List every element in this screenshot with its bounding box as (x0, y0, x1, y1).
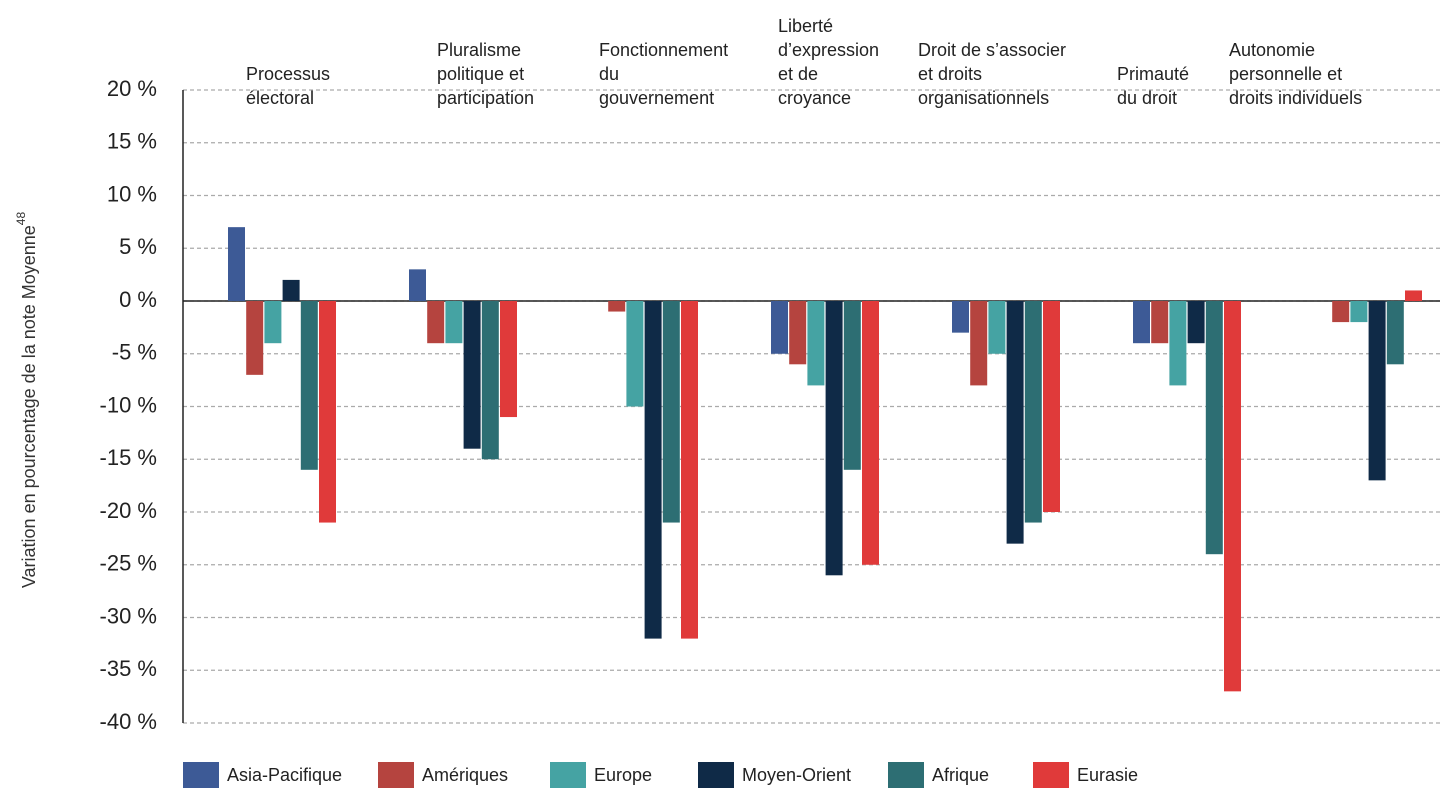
bar (1386, 301, 1404, 365)
bar (500, 301, 517, 418)
bar (843, 301, 861, 470)
bar (970, 301, 988, 386)
bar (626, 301, 644, 407)
legend-label: Eurasie (1077, 765, 1138, 785)
legend-label: Amériques (422, 765, 508, 785)
category-label: Processus électoral (246, 64, 330, 108)
legend-swatch (550, 762, 586, 788)
category-label-line: Pluralisme (437, 40, 521, 60)
bar (1043, 301, 1060, 512)
bar (463, 301, 481, 449)
legend-swatch (698, 762, 734, 788)
y-tick-label: -30 % (100, 603, 157, 628)
bar (300, 301, 318, 470)
bar (807, 301, 825, 386)
bar (644, 301, 662, 639)
bar (988, 301, 1006, 354)
category-label-line: droits individuels (1229, 88, 1362, 108)
bar (1405, 290, 1422, 301)
y-axis-label-sup: 48 (14, 212, 28, 226)
bar (445, 301, 463, 344)
category-label-line: du droit (1117, 88, 1177, 108)
category-label: Primauté du droit (1117, 64, 1189, 108)
category-label-line: gouvernement (599, 88, 714, 108)
bar (1350, 301, 1368, 323)
legend-swatch (378, 762, 414, 788)
bar (789, 301, 807, 365)
bar (1169, 301, 1187, 386)
bar (319, 301, 336, 523)
legend-label: Afrique (932, 765, 989, 785)
bar (952, 301, 969, 333)
bar (1205, 301, 1223, 555)
category-label-line: participation (437, 88, 534, 108)
category-label-line: Liberté (778, 16, 833, 36)
bar (862, 301, 879, 565)
bar (825, 301, 843, 576)
y-tick-label: -5 % (112, 340, 157, 365)
bar (481, 301, 499, 460)
y-tick-label: -40 % (100, 709, 157, 734)
y-axis-label-text: Variation en pourcentage de la note Moye… (19, 225, 39, 588)
category-label: Fonctionnement du gouvernement (599, 40, 728, 108)
legend-label: Europe (594, 765, 652, 785)
bar (1006, 301, 1024, 544)
bar (608, 301, 626, 312)
bar (1368, 301, 1386, 481)
y-tick-label: -10 % (100, 392, 157, 417)
category-label-line: et de (778, 64, 818, 84)
category-label-line: électoral (246, 88, 314, 108)
bar (228, 227, 245, 301)
category-label: Liberté d’expression et de croyance (778, 16, 879, 108)
bar (662, 301, 680, 523)
category-label-line: et droits (918, 64, 982, 84)
y-tick-label: 15 % (107, 129, 157, 154)
bar (1024, 301, 1042, 523)
category-label-line: personnelle et (1229, 64, 1342, 84)
category-label: Pluralisme politique et participation (437, 40, 534, 108)
bar (1224, 301, 1241, 692)
y-tick-label: 5 % (119, 234, 157, 259)
y-tick-label: -35 % (100, 656, 157, 681)
y-tick-label: 20 % (107, 76, 157, 101)
category-label-line: Droit de s’associer (918, 40, 1066, 60)
bar (1133, 301, 1150, 344)
legend-swatch (183, 762, 219, 788)
category-label-line: d’expression (778, 40, 879, 60)
bar (282, 279, 300, 301)
category-label-line: Primauté (1117, 64, 1189, 84)
bar (409, 269, 426, 301)
bar (246, 301, 264, 375)
bar (1151, 301, 1169, 344)
legend-swatch (1033, 762, 1069, 788)
legend-label: Asia-Pacifique (227, 765, 342, 785)
bar (427, 301, 445, 344)
category-label-line: politique et (437, 64, 524, 84)
category-label-line: du (599, 64, 619, 84)
y-tick-label: -25 % (100, 551, 157, 576)
bar (264, 301, 282, 344)
y-tick-label: 10 % (107, 181, 157, 206)
bar (1332, 301, 1350, 323)
legend-swatch (888, 762, 924, 788)
category-label-line: Processus (246, 64, 330, 84)
y-tick-label: 0 % (119, 287, 157, 312)
category-label: Autonomie personnelle et droits individuel… (1229, 40, 1362, 108)
category-label: Droit de s’associer et droits organisation… (918, 40, 1066, 108)
bar (771, 301, 788, 354)
category-label-line: croyance (778, 88, 851, 108)
category-label-line: Autonomie (1229, 40, 1315, 60)
bar (1187, 301, 1205, 344)
category-label-line: Fonctionnement (599, 40, 728, 60)
bar (681, 301, 698, 639)
legend-label: Moyen-Orient (742, 765, 851, 785)
category-label-line: organisationnels (918, 88, 1049, 108)
y-tick-label: -20 % (100, 498, 157, 523)
y-tick-label: -15 % (100, 445, 157, 470)
y-axis-label: Variation en pourcentage de la note Moye… (14, 212, 39, 589)
